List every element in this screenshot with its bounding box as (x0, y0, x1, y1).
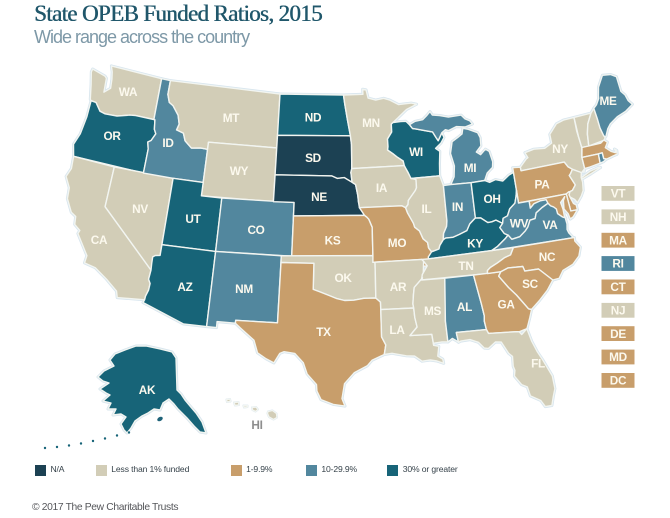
svg-text:UT: UT (185, 212, 201, 226)
svg-text:VT: VT (611, 187, 627, 201)
svg-text:NJ: NJ (611, 304, 625, 318)
svg-text:AZ: AZ (177, 280, 192, 294)
svg-text:KS: KS (325, 234, 341, 248)
svg-text:RI: RI (612, 257, 623, 271)
svg-text:SD: SD (305, 151, 322, 165)
svg-text:IL: IL (422, 202, 432, 216)
svg-text:CO: CO (247, 223, 264, 237)
svg-text:MS: MS (424, 304, 442, 318)
svg-text:NE: NE (311, 190, 327, 204)
svg-text:WV: WV (510, 217, 529, 231)
svg-text:TX: TX (316, 325, 331, 339)
svg-text:NH: NH (610, 210, 626, 224)
svg-text:FL: FL (531, 357, 545, 371)
svg-text:ND: ND (305, 111, 322, 125)
svg-text:CA: CA (91, 233, 108, 247)
svg-text:VA: VA (543, 218, 559, 232)
svg-text:ID: ID (162, 136, 174, 150)
svg-text:OR: OR (103, 129, 121, 143)
svg-text:SC: SC (522, 277, 539, 291)
svg-text:TN: TN (458, 259, 473, 273)
svg-text:MI: MI (464, 161, 477, 175)
svg-text:WA: WA (119, 85, 138, 99)
svg-text:AK: AK (139, 383, 156, 397)
svg-text:AR: AR (390, 280, 407, 294)
svg-text:NY: NY (552, 142, 568, 156)
svg-text:GA: GA (497, 298, 515, 312)
svg-text:MO: MO (388, 236, 407, 250)
svg-text:ME: ME (599, 94, 617, 108)
svg-text:IN: IN (452, 200, 463, 214)
svg-text:OH: OH (483, 192, 500, 206)
svg-text:DC: DC (610, 374, 627, 388)
svg-text:MN: MN (362, 116, 380, 130)
svg-text:PA: PA (535, 178, 551, 192)
svg-text:OK: OK (334, 271, 352, 285)
svg-text:NC: NC (539, 250, 556, 264)
svg-text:MD: MD (609, 350, 628, 364)
svg-text:NM: NM (235, 282, 253, 296)
svg-text:DE: DE (610, 327, 626, 341)
svg-text:HI: HI (251, 418, 262, 432)
svg-text:IA: IA (376, 181, 388, 195)
svg-text:CT: CT (610, 280, 626, 294)
svg-text:MA: MA (609, 233, 628, 247)
svg-text:AL: AL (457, 300, 472, 314)
svg-text:KY: KY (467, 237, 483, 251)
svg-text:WY: WY (230, 164, 249, 178)
svg-text:NV: NV (132, 202, 148, 216)
svg-text:WI: WI (409, 145, 423, 159)
svg-text:LA: LA (389, 323, 405, 337)
svg-text:MT: MT (223, 111, 241, 125)
